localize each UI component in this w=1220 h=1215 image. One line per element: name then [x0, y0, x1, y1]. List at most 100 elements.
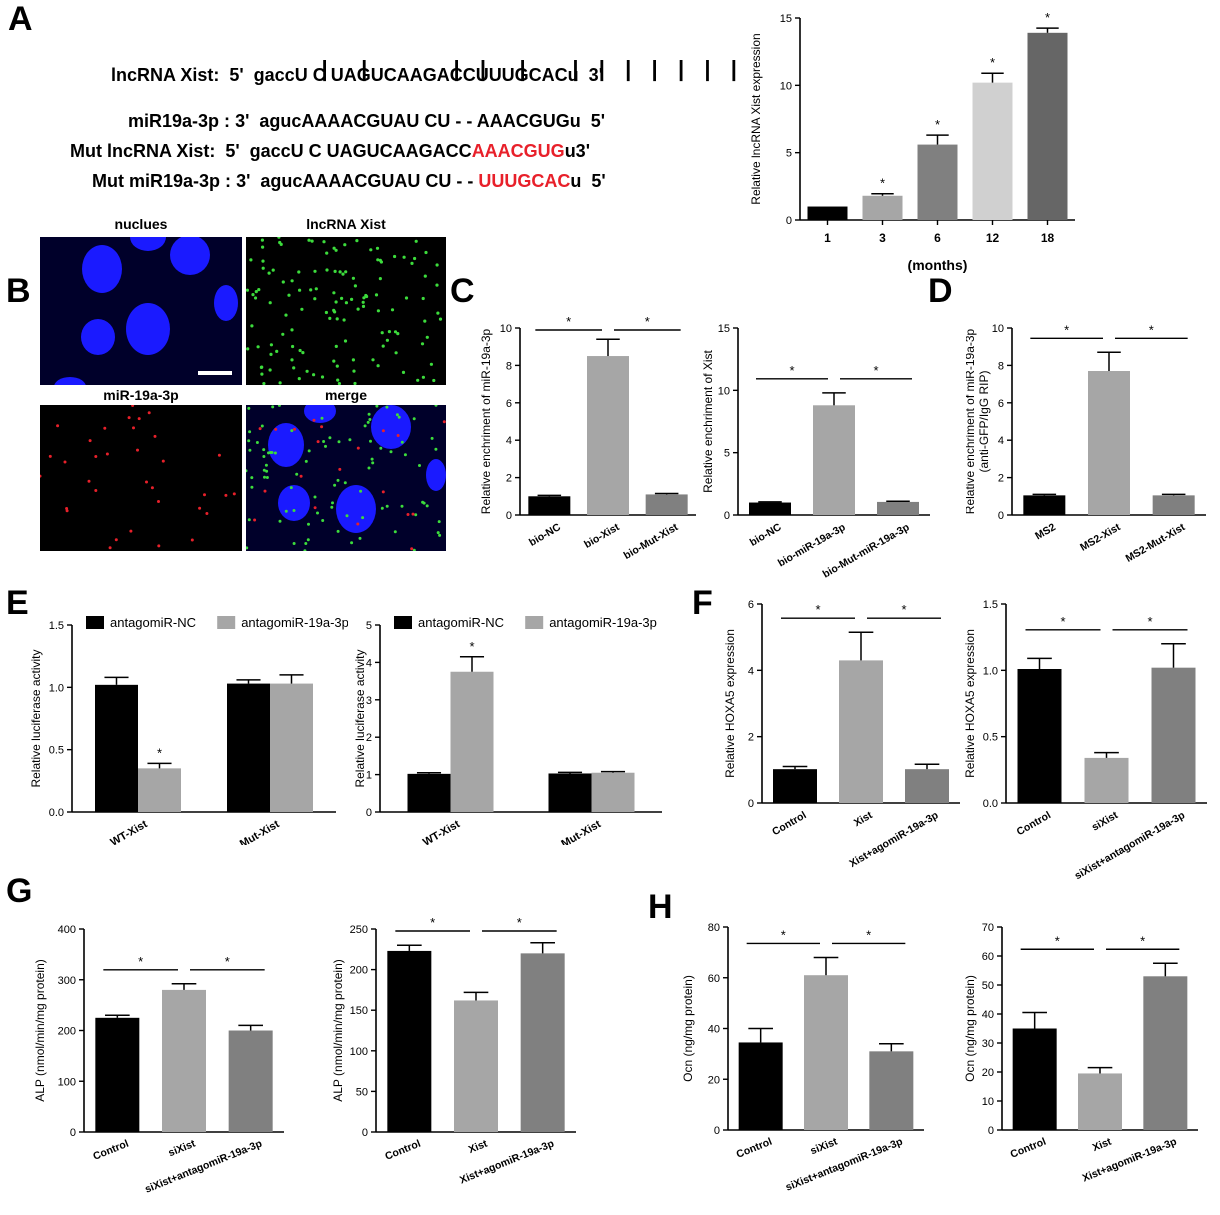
merge-green-signal	[265, 476, 269, 479]
xist-signal	[435, 263, 439, 267]
chart-h-ocn-2: 0 10 20 30 40 50 60 70 Ocn (ng/mg protein) Contro…	[963, 922, 1198, 1184]
mir-signal	[87, 479, 91, 483]
y-axis-label: Relative enchriment of miR-19a-3p	[479, 328, 493, 514]
y-tick-label: 10	[718, 385, 730, 397]
sequence-text: 3' agucAAAACGUAU CU - -	[236, 171, 479, 191]
merge-green-signal	[306, 538, 310, 542]
merge-green-signal	[262, 448, 266, 452]
merge-green-signal	[385, 405, 389, 409]
merge-green-signal	[331, 501, 334, 505]
xist-signal	[281, 280, 285, 284]
xist-signal	[332, 359, 336, 363]
xist-signal	[425, 335, 429, 339]
xist-signal	[269, 343, 273, 347]
xist-signal	[261, 245, 265, 249]
merge-green-signal	[400, 504, 404, 508]
merge-green-signal	[359, 489, 363, 493]
chart-c-mir-enrichment: 0 2 4 6 8 10 Relative enchriment of miR-19a-3p…	[479, 314, 696, 562]
xist-signal	[376, 364, 380, 368]
y-tick-label: 0	[70, 1127, 76, 1139]
chart-g-alp-2: 0 50 100 150 200 250 ALP (nmol/min/mg protein)…	[331, 915, 576, 1186]
xist-signal	[334, 344, 338, 348]
xist-signal	[269, 352, 273, 356]
merge-red-signal	[356, 446, 360, 450]
xist-signal	[338, 270, 342, 274]
xist-signal	[336, 378, 340, 382]
x-tick-label: Mut-Xist	[238, 818, 282, 845]
nucleus-shape	[82, 245, 122, 293]
xist-signal	[290, 328, 294, 332]
x-tick-label: Xist	[467, 1137, 490, 1156]
mir-signal	[153, 434, 157, 438]
xist-signal	[420, 342, 425, 346]
merge-green-signal	[379, 446, 383, 450]
xist-signal	[268, 301, 272, 305]
micrograph-mir	[40, 405, 242, 551]
merge-green-signal	[246, 546, 249, 550]
y-tick-label: 0.0	[49, 807, 64, 819]
y-tick-label: 200	[58, 1026, 76, 1038]
mir-signal	[203, 493, 206, 497]
bar	[738, 1042, 783, 1130]
xist-signal	[356, 307, 360, 311]
xist-signal	[361, 304, 366, 308]
merge-green-signal	[333, 483, 337, 487]
xist-signal	[262, 382, 266, 385]
x-axis-label: (months)	[908, 257, 968, 273]
x-tick-label: WT-Xist	[421, 818, 462, 845]
xist-signal	[312, 373, 316, 377]
merge-red-signal	[253, 518, 257, 522]
x-tick-label: MS2-Xist	[1078, 521, 1123, 554]
merge-green-signal	[400, 440, 404, 444]
x-tick-label: Control	[91, 1138, 130, 1163]
bar	[917, 144, 958, 220]
xist-signal	[380, 331, 384, 335]
mir-signal	[137, 417, 141, 421]
merge-red-signal	[356, 522, 360, 526]
merge-green-signal	[247, 518, 251, 522]
panel-letter-f: F	[692, 584, 713, 622]
nucleus-shape	[278, 485, 310, 521]
x-tick-label: siXist	[167, 1137, 198, 1159]
x-tick-label: 6	[934, 231, 941, 245]
merge-green-signal	[289, 486, 293, 490]
sequence-row-xist: lncRNA Xist: 5' gaccU C UAGUCAAGACCUUUGC…	[101, 44, 603, 86]
mir-signal	[131, 405, 135, 407]
xist-signal	[275, 349, 279, 353]
xist-signal	[325, 268, 329, 272]
chart-f-hoxa5-2: 0.0 0.5 1.0 1.5 Relative HOXA5 expression Con…	[963, 599, 1207, 882]
xist-signal	[246, 347, 250, 351]
merge-green-signal	[320, 416, 324, 420]
xist-signal	[261, 259, 265, 263]
merge-red-signal	[338, 467, 342, 471]
mutated-bases: UUUGCAC	[478, 171, 571, 191]
merge-green-signal	[363, 424, 367, 428]
merge-green-signal	[395, 413, 399, 417]
merge-red-signal	[316, 440, 320, 444]
base-pairing-lines: | | | | | | | | | | | |	[318, 58, 741, 83]
merge-green-signal	[403, 453, 407, 457]
merge-red-signal	[312, 418, 316, 422]
y-tick-label: 150	[350, 1005, 368, 1017]
mir-signal	[94, 489, 98, 492]
chart-body: 0 2 4 6 8 10 Relative enchriment of miR-19a-3p…	[966, 322, 1206, 565]
sequence-text: 5' gaccU C UAGUCAAGACCUUUGCACu 3'	[229, 65, 603, 85]
bar	[548, 773, 592, 812]
merge-green-signal	[389, 450, 393, 454]
mir-signal	[129, 529, 133, 533]
merge-green-signal	[267, 451, 270, 455]
merge-green-signal	[438, 533, 442, 537]
y-axis-label: Ocn (ng/mg protein)	[681, 975, 695, 1082]
y-tick-label: 0	[748, 798, 754, 810]
xist-signal	[414, 239, 418, 243]
merge-red-signal	[293, 427, 296, 431]
significance-label: *	[1064, 322, 1069, 337]
xist-signal	[334, 248, 338, 252]
merge-green-signal	[303, 549, 307, 551]
bar	[1017, 669, 1062, 803]
chart-body: 0.0 0.5 1.0 1.5 Relative HOXA5 expression Con…	[963, 599, 1207, 882]
micrograph-title-mir: miR-19a-3p	[103, 387, 179, 403]
xist-signal	[251, 293, 255, 297]
y-axis-label: Ocn (ng/mg protein)	[963, 975, 977, 1082]
chart-body: 0 10 20 30 40 50 60 70 Ocn (ng/mg protein) Contro…	[963, 922, 1198, 1184]
